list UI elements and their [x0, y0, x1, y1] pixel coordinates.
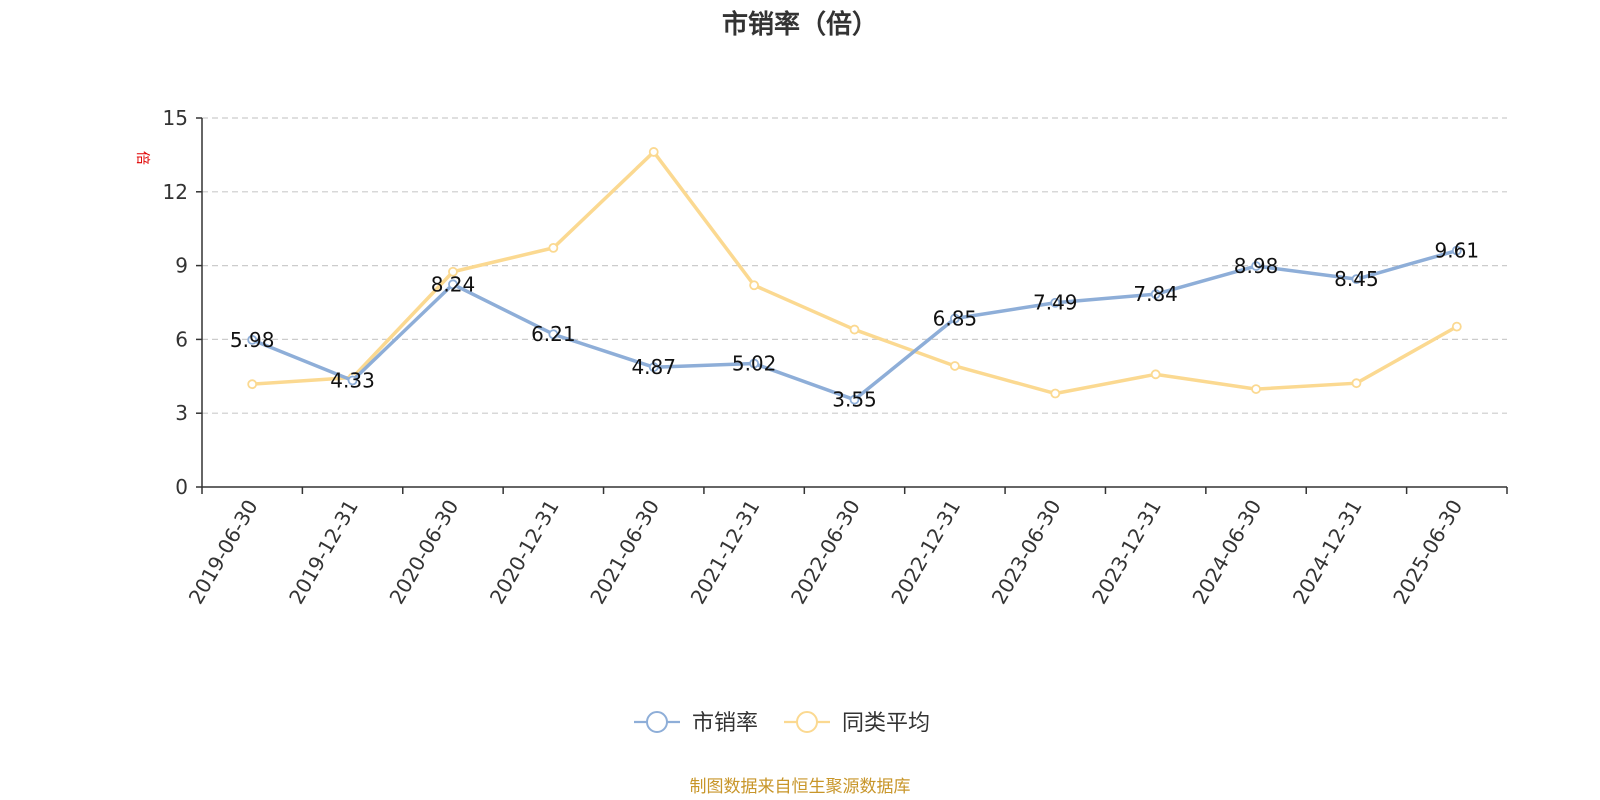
data-point [1251, 261, 1261, 271]
grid-lines [202, 117, 1507, 414]
data-point [949, 361, 960, 371]
data-point [949, 313, 960, 324]
axes: 0 3 6 9 12 15 2019-06-30 2019-12-31 2020-06-30 20… [163, 106, 1508, 609]
data-label: 4.33 [330, 368, 375, 392]
data-point [1150, 369, 1161, 380]
x-tick-label: 2023-12-31 [1087, 496, 1166, 609]
data-point [749, 358, 760, 369]
data-label: 8.45 [1334, 267, 1379, 291]
legend[interactable]: 市销率 同类平均 [634, 711, 930, 736]
x-tick-label: 2019-06-30 [184, 496, 263, 609]
data-point [448, 266, 458, 277]
data-point [347, 375, 358, 386]
data-point [247, 334, 258, 345]
data-label: 6.85 [933, 306, 978, 330]
data-point [1351, 378, 1362, 389]
data-label: 5.98 [230, 328, 275, 352]
legend-item[interactable]: 市销率 [634, 711, 758, 736]
x-tick-label: 2020-06-30 [384, 496, 463, 609]
data-label: 8.98 [1234, 254, 1279, 278]
x-tick-label: 2019-12-31 [284, 496, 363, 609]
data-label: 9.61 [1435, 239, 1480, 263]
x-tick-label: 2020-12-31 [485, 496, 564, 609]
data-point [1351, 274, 1362, 285]
series-lines [247, 147, 1462, 405]
data-point [1050, 297, 1061, 308]
data-label: 8.24 [431, 272, 476, 296]
y-tick-label: 6 [175, 327, 188, 351]
source-note: 制图数据来自恒生聚源数据库 [690, 777, 911, 797]
legend-marker-icon [646, 711, 668, 733]
y-axis-unit-label: 倍 [134, 151, 150, 165]
data-point [1150, 289, 1161, 300]
data-point [548, 242, 559, 253]
data-point [648, 147, 659, 157]
x-tick-label: 2023-06-30 [987, 496, 1066, 609]
x-tick-label: 2025-06-30 [1388, 496, 1467, 609]
data-point [648, 362, 659, 373]
legend-label: 市销率 [692, 711, 758, 736]
legend-label: 同类平均 [842, 711, 930, 736]
y-tick-label: 15 [163, 106, 188, 130]
data-point [1451, 245, 1462, 256]
data-point [849, 324, 860, 335]
data-label: 5.02 [732, 352, 777, 376]
legend-marker-icon [796, 711, 818, 733]
data-label: 7.84 [1133, 282, 1178, 306]
x-tick-label: 2022-06-30 [786, 496, 865, 609]
data-point [1251, 384, 1261, 394]
data-point [448, 279, 458, 290]
data-point [247, 379, 258, 390]
y-tick-label: 12 [163, 180, 188, 204]
data-label: 4.87 [631, 355, 676, 379]
data-labels: 5.98 4.33 8.24 6.21 4.87 5.02 3.55 6.85 7.49 7.84… [230, 239, 1479, 412]
data-label: 7.49 [1033, 291, 1078, 315]
chart-title: 市销率（倍） [722, 9, 878, 40]
x-tick-label: 2021-12-31 [686, 496, 765, 609]
data-point [749, 280, 760, 291]
data-point [1050, 388, 1061, 399]
data-point [1451, 321, 1462, 332]
data-point [548, 329, 559, 340]
legend-item[interactable]: 同类平均 [784, 711, 930, 736]
y-tick-label: 0 [175, 475, 188, 499]
data-label: 3.55 [832, 388, 877, 412]
data-point [849, 394, 860, 405]
y-tick-label: 3 [175, 401, 188, 425]
x-tick-label: 2021-06-30 [585, 496, 664, 609]
data-label: 6.21 [531, 322, 576, 346]
x-tick-label: 2022-12-31 [886, 496, 965, 609]
x-tick-label: 2024-12-31 [1288, 496, 1367, 609]
y-tick-label: 9 [175, 254, 188, 278]
x-tick-label: 2024-06-30 [1187, 496, 1266, 609]
